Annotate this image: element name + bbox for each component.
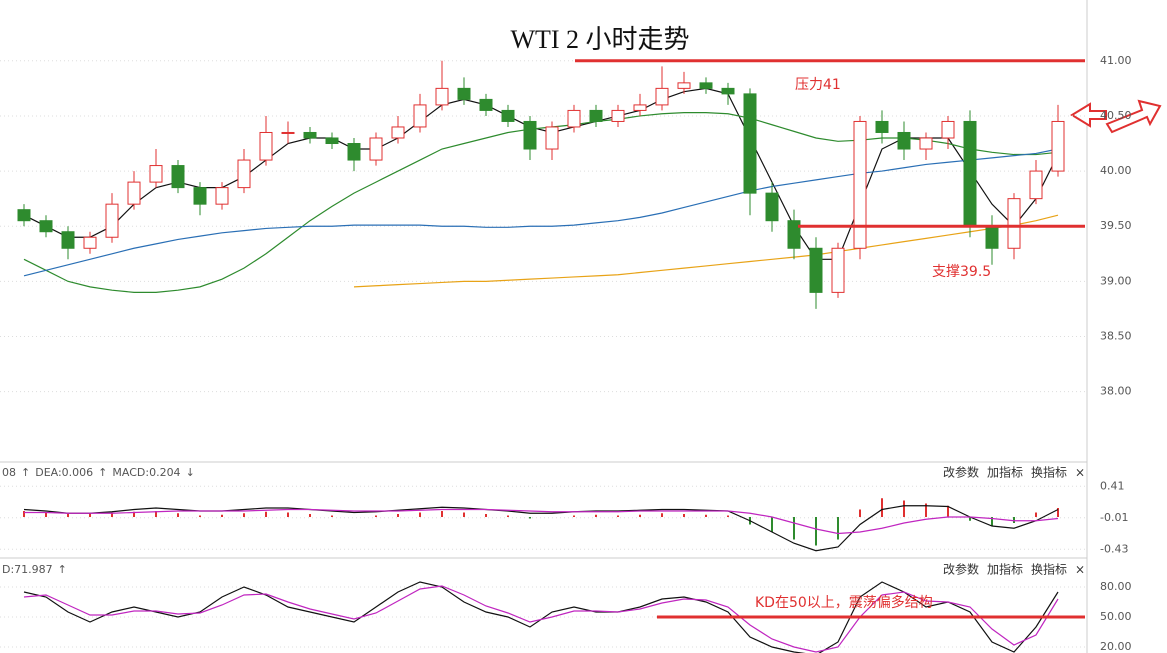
candle-body — [941, 120, 955, 139]
candle-body — [633, 104, 647, 111]
y-tick-label: -0.43 — [1100, 542, 1128, 555]
arrow-icon — [1070, 99, 1162, 134]
control-button[interactable]: 加指标 — [987, 465, 1023, 480]
candle-body — [765, 192, 779, 222]
arrow-left — [1070, 102, 1107, 128]
candle-body — [611, 109, 625, 122]
indicator-header: ↓ — [186, 466, 195, 479]
chart-title: WTI 2 小时走势 — [510, 25, 689, 54]
y-tick-label: 80.00 — [1100, 580, 1132, 593]
candle-body — [259, 131, 273, 161]
control-button[interactable]: × — [1075, 563, 1085, 577]
candle-body — [831, 247, 845, 293]
indicator-header: ↑ — [21, 466, 30, 479]
candle-body — [655, 87, 669, 106]
control-button[interactable]: 改参数 — [943, 465, 979, 480]
indicator-header: D:71.987 — [2, 563, 53, 576]
candle-body — [369, 137, 383, 161]
candle-body — [39, 220, 53, 233]
candle-body — [963, 120, 977, 227]
y-tick-label: -0.01 — [1100, 511, 1128, 524]
candle-body — [567, 109, 581, 128]
candle-body — [17, 209, 31, 222]
candle-body — [215, 187, 229, 205]
y-tick-label: 38.50 — [1100, 329, 1132, 342]
y-tick-label: 38.00 — [1100, 385, 1132, 398]
candle-body — [435, 87, 449, 106]
y-tick-label: 39.00 — [1100, 274, 1132, 287]
candle-body — [897, 131, 911, 150]
y-tick-label: 50.00 — [1100, 610, 1132, 623]
indicator-line — [23, 112, 1059, 293]
indicator-line — [23, 148, 1059, 277]
candle-body — [677, 82, 691, 89]
candle-body — [127, 181, 141, 205]
candle-body — [589, 109, 603, 122]
candle-body — [1007, 198, 1021, 249]
candle-body — [83, 236, 97, 249]
candle-body — [853, 120, 867, 249]
candle-body — [237, 159, 251, 189]
candle-body — [325, 137, 339, 145]
candle-body — [809, 247, 823, 293]
candle-body — [171, 165, 185, 189]
indicator-header: ↑ — [98, 466, 107, 479]
indicator-header: MACD:0.204 — [112, 466, 180, 479]
candle-body — [1029, 170, 1043, 200]
candle-body — [303, 131, 317, 139]
candle-body — [61, 231, 75, 249]
candle-body — [347, 143, 361, 161]
y-tick-label: 41.00 — [1100, 54, 1132, 67]
y-tick-label: 39.50 — [1100, 219, 1132, 232]
control-button[interactable]: 改参数 — [943, 562, 979, 577]
control-button[interactable]: × — [1075, 466, 1085, 480]
y-tick-label: 40.00 — [1100, 164, 1132, 177]
candle-body — [985, 225, 999, 249]
candle-body — [479, 98, 493, 111]
indicator-header: DEA:0.006 — [35, 466, 93, 479]
candle-body — [545, 126, 559, 150]
candle-body — [743, 93, 757, 194]
control-button[interactable]: 换指标 — [1031, 465, 1067, 480]
control-button[interactable]: 加指标 — [987, 562, 1023, 577]
annotation: 压力41 — [795, 77, 841, 93]
y-tick-label: 20.00 — [1100, 640, 1132, 653]
indicator-header: ↑ — [58, 563, 67, 576]
indicator-line — [23, 585, 1059, 653]
candle-body — [523, 120, 537, 150]
candle-body — [919, 137, 933, 150]
candle-body — [391, 126, 405, 139]
candle-body — [457, 87, 471, 100]
candle-body — [1051, 120, 1065, 172]
y-tick-label: 40.50 — [1100, 109, 1132, 122]
candle-body — [193, 187, 207, 205]
annotation: KD在50以上，震荡偏多结构 — [755, 594, 933, 611]
y-tick-label: 0.41 — [1100, 479, 1125, 492]
candle-body — [699, 82, 713, 89]
candle-body — [721, 87, 735, 95]
arrow-right — [1105, 99, 1162, 134]
indicator-line — [353, 214, 1059, 288]
candle-body — [105, 203, 119, 238]
candle-body — [501, 109, 515, 122]
annotation: 支撑39.5 — [932, 264, 991, 280]
indicator-header: 08 — [2, 466, 16, 479]
control-button[interactable]: 换指标 — [1031, 562, 1067, 577]
candle-body — [413, 104, 427, 128]
candle-body — [875, 120, 889, 133]
indicator-line — [24, 508, 1059, 535]
candle-body — [787, 220, 801, 249]
indicator-line — [23, 87, 1059, 260]
candle-body — [149, 165, 163, 183]
candle-body — [281, 131, 295, 134]
